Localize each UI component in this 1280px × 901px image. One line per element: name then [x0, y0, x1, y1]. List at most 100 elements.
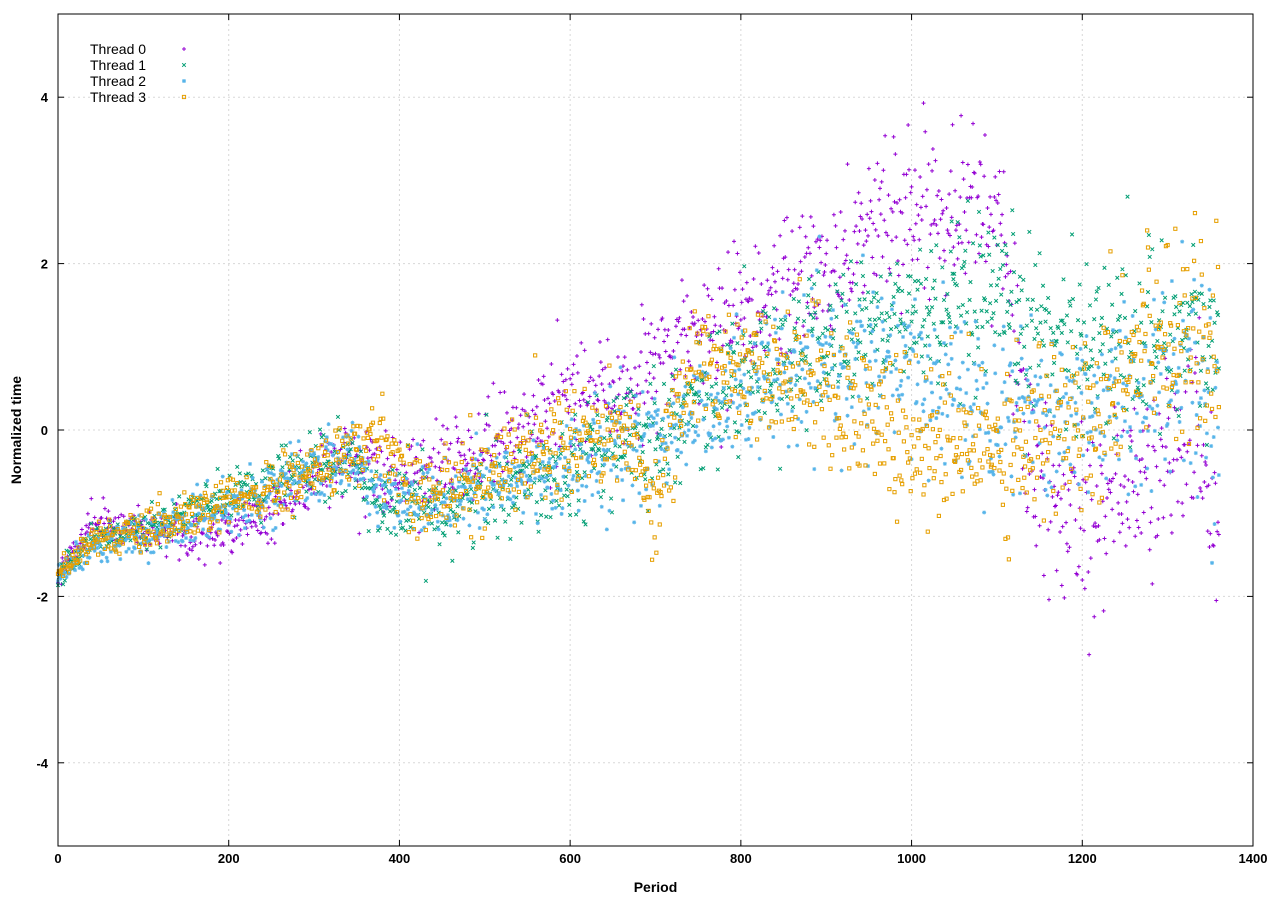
data-point [552, 413, 555, 416]
data-point [1003, 275, 1007, 279]
data-point [651, 424, 655, 428]
data-point [613, 404, 617, 408]
data-point [1091, 414, 1095, 418]
data-point [872, 296, 876, 300]
data-point [796, 282, 800, 286]
data-point [753, 410, 757, 414]
data-point [535, 500, 539, 504]
data-point [631, 448, 635, 452]
data-point [1133, 534, 1137, 538]
data-point [549, 451, 552, 454]
data-point [1055, 569, 1059, 573]
data-point [1213, 522, 1217, 526]
data-point [962, 177, 966, 181]
data-point [861, 253, 865, 257]
data-point [880, 180, 884, 184]
data-point [953, 330, 957, 334]
data-point [81, 567, 85, 571]
data-point [824, 341, 828, 345]
data-point [808, 251, 812, 255]
data-point [509, 483, 513, 487]
data-point [493, 444, 497, 448]
data-point [493, 461, 496, 464]
data-point [885, 311, 889, 315]
data-point [679, 450, 683, 454]
data-point [395, 468, 399, 472]
data-point [86, 512, 90, 516]
data-point [860, 324, 864, 328]
data-point [943, 259, 947, 263]
data-point [1197, 401, 1201, 405]
series-1 [56, 195, 1220, 587]
data-point [136, 519, 139, 522]
data-point [558, 457, 562, 461]
data-point [1184, 390, 1188, 394]
data-point [443, 500, 447, 504]
data-point [1213, 481, 1217, 485]
data-point [802, 401, 805, 404]
data-point [519, 442, 522, 445]
data-point [822, 370, 826, 374]
data-point [102, 522, 106, 526]
data-point [441, 489, 444, 492]
data-point [644, 379, 648, 383]
data-point [383, 474, 386, 477]
data-point [639, 473, 642, 476]
data-point [802, 319, 806, 323]
data-point [1015, 284, 1019, 288]
data-point [291, 459, 295, 463]
data-point [1170, 531, 1174, 535]
data-point [505, 445, 508, 448]
data-point [1060, 583, 1064, 587]
data-point [645, 360, 649, 364]
data-point [808, 363, 812, 367]
data-point [713, 436, 717, 440]
data-point [1047, 480, 1051, 484]
data-point [366, 436, 369, 439]
data-point [1078, 283, 1082, 287]
data-point [586, 424, 589, 427]
data-point [603, 443, 606, 446]
data-point [703, 320, 707, 324]
data-point [1079, 391, 1083, 395]
data-point [1205, 431, 1209, 435]
data-point [575, 470, 579, 474]
data-point [350, 421, 354, 425]
data-point [505, 411, 509, 415]
data-point [466, 497, 470, 501]
data-point [636, 422, 640, 426]
data-point [676, 340, 680, 344]
data-point [571, 409, 574, 412]
data-point [913, 279, 917, 283]
data-point [1070, 233, 1074, 237]
data-point [1028, 401, 1032, 405]
data-point [250, 513, 254, 517]
data-point [981, 386, 985, 390]
data-point [863, 297, 867, 301]
data-point [952, 263, 956, 267]
data-point [868, 216, 872, 220]
data-point [529, 479, 533, 483]
data-point [531, 408, 535, 412]
data-point [650, 521, 653, 524]
data-point [1152, 344, 1156, 348]
data-point [568, 441, 572, 445]
data-point [637, 407, 641, 411]
data-point [854, 282, 858, 286]
data-point [1027, 420, 1031, 424]
data-point [188, 538, 192, 542]
data-point [252, 490, 255, 493]
data-point [1213, 471, 1217, 475]
data-point [1156, 360, 1160, 364]
data-point [858, 319, 862, 323]
data-point [515, 460, 518, 463]
data-point [95, 531, 98, 534]
data-point [918, 175, 922, 179]
data-point [997, 454, 1001, 458]
data-point [1034, 403, 1038, 407]
data-point [870, 256, 874, 260]
data-point [1103, 514, 1107, 518]
data-point [776, 357, 780, 361]
data-point [288, 485, 291, 488]
data-point [429, 515, 432, 518]
